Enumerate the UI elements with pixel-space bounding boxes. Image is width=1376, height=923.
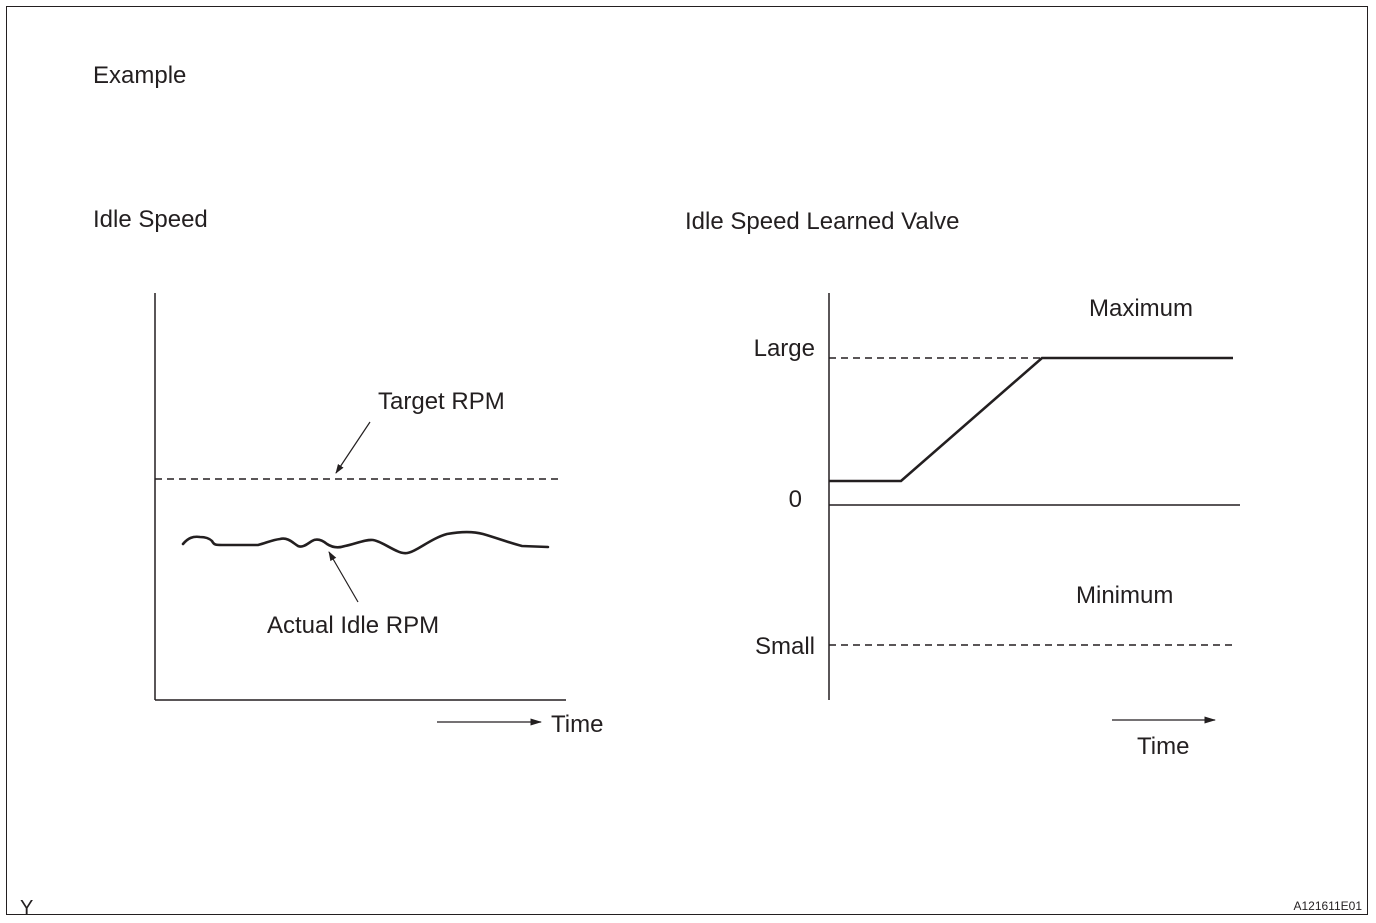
figure-code: A121611E01 — [1293, 899, 1362, 913]
example-heading: Example — [93, 62, 186, 89]
actual-idle-rpm-label: Actual Idle RPM — [267, 612, 439, 639]
target-rpm-leader-arrow — [335, 421, 371, 474]
maximum-label: Maximum — [1089, 295, 1193, 322]
idle-speed-title: Idle Speed — [93, 206, 208, 233]
actual-idle-rpm-line — [181, 530, 550, 555]
small-label: Small — [755, 633, 815, 660]
learned-valve-title: Idle Speed Learned Valve — [685, 208, 959, 235]
large-label: Large — [754, 335, 815, 362]
figure-frame — [6, 6, 1368, 915]
learned-valve-time-label: Time — [1137, 733, 1189, 760]
zero-label: 0 — [789, 486, 802, 513]
learned-value-line — [829, 356, 1233, 483]
actual-idle-rpm-leader-arrow — [328, 551, 359, 603]
idle-speed-time-label: Time — [551, 711, 603, 738]
corner-letter: Y — [20, 897, 33, 919]
target-rpm-label: Target RPM — [378, 388, 505, 415]
minimum-label: Minimum — [1076, 582, 1173, 609]
learned-valve-chart: Idle Speed Learned Valve Large 0 Small M… — [685, 208, 1240, 760]
idle-speed-chart: Idle Speed Target RPM Actual Idle RPM Ti… — [93, 206, 603, 738]
